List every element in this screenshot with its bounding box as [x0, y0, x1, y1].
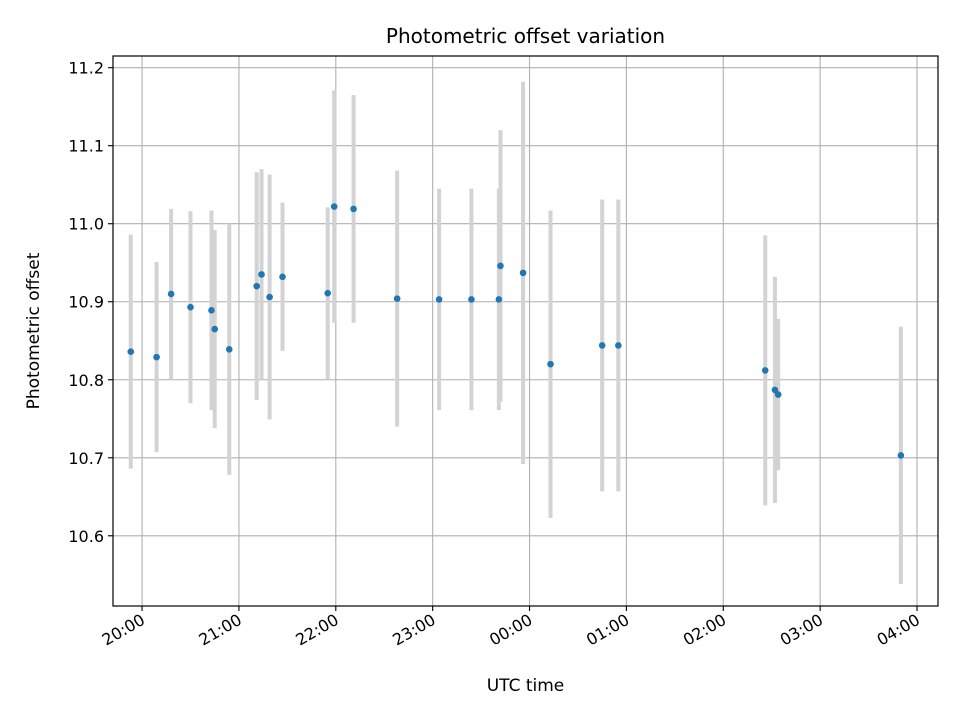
- data-points: [127, 203, 905, 459]
- x-axis-title: UTC time: [487, 676, 565, 696]
- data-point: [497, 262, 504, 270]
- data-point: [211, 325, 219, 333]
- y-tick-label: 10.7: [68, 449, 104, 468]
- data-point: [547, 360, 554, 368]
- y-axis-ticks: 10.6 10.7 10.8 10.9 11.0 11.1 11.2: [68, 59, 113, 546]
- data-point: [153, 353, 160, 361]
- data-point: [127, 348, 135, 355]
- data-point: [208, 307, 215, 314]
- chart-title: Photometric offset variation: [386, 24, 665, 48]
- y-tick-label: 11.2: [68, 59, 104, 78]
- data-point: [167, 290, 175, 298]
- data-point: [761, 367, 769, 374]
- y-axis-title: Photometric offset: [24, 252, 44, 409]
- y-tick-label: 11.1: [68, 137, 104, 156]
- data-point: [897, 452, 905, 459]
- data-point: [771, 386, 779, 394]
- data-point: [468, 296, 475, 303]
- data-point: [330, 203, 338, 210]
- y-tick-label: 10.8: [68, 371, 104, 390]
- plot-frame: [112, 55, 939, 607]
- data-point: [495, 296, 503, 303]
- y-tick-label: 10.6: [68, 527, 104, 546]
- data-point: [253, 282, 260, 290]
- y-tick-label: 10.9: [68, 293, 104, 312]
- data-point: [615, 342, 622, 349]
- data-point: [225, 346, 233, 353]
- data-point: [279, 273, 286, 281]
- data-point: [519, 269, 527, 277]
- data-point: [435, 296, 443, 303]
- data-point: [598, 342, 606, 349]
- data-point: [350, 205, 357, 213]
- y-tick-label: 11.0: [68, 215, 104, 234]
- data-point: [324, 289, 332, 297]
- data-point: [258, 271, 265, 278]
- data-point: [393, 295, 401, 302]
- data-point: [187, 303, 194, 311]
- data-point: [774, 391, 782, 398]
- data-point: [266, 293, 273, 301]
